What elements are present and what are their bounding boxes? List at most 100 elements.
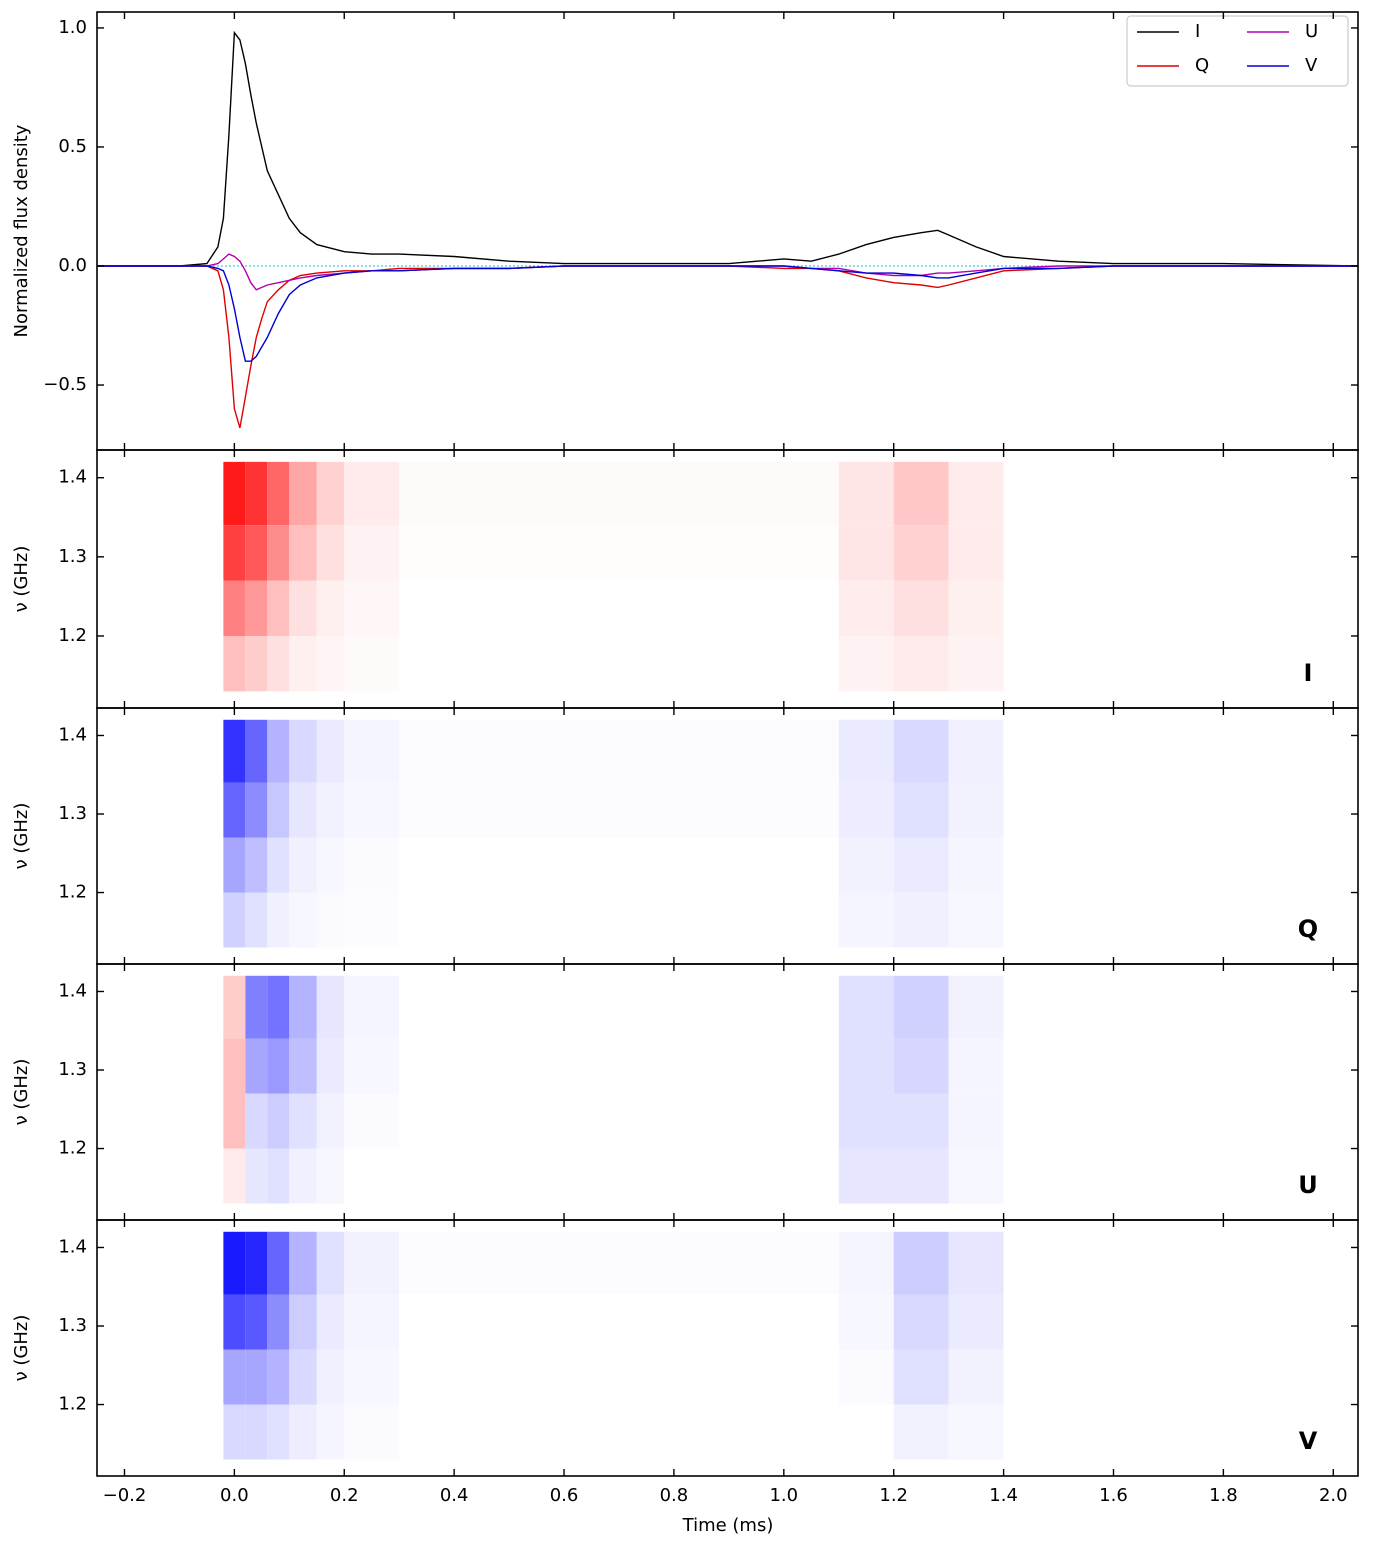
heatmap-cell <box>245 525 268 581</box>
y-tick-label: 1.4 <box>58 467 87 488</box>
heatmap-cell <box>838 975 894 1039</box>
heatmap-cell <box>893 1349 949 1405</box>
heatmap-cell <box>223 1404 246 1460</box>
heatmap-cell <box>102 635 224 692</box>
heatmap-cell <box>289 525 317 581</box>
heatmap-cell <box>344 837 400 893</box>
heatmap-cell <box>344 892 400 948</box>
x-tick-label: 1.0 <box>769 1485 798 1506</box>
series-line <box>97 265 1358 429</box>
heatmap-cell <box>344 719 400 783</box>
heatmap-cell <box>289 1093 317 1149</box>
heatmap-cell <box>344 782 400 838</box>
heatmap-cell <box>316 635 345 692</box>
heatmap-cell <box>289 1038 317 1094</box>
heatmap-cell <box>316 525 345 581</box>
heatmap-cell <box>948 719 1004 783</box>
heatmap-cell <box>316 1404 345 1460</box>
heatmap-cell <box>316 837 345 893</box>
heatmap-cell <box>1003 1404 1356 1460</box>
heatmap-cell <box>344 635 400 692</box>
heatmap-cell <box>223 1294 246 1350</box>
heatmap-cell <box>267 580 290 636</box>
heatmap-cell <box>399 837 839 893</box>
y-tick-label: 1.4 <box>58 724 87 745</box>
heatmap-cell <box>267 975 290 1039</box>
heatmap-cell <box>102 782 224 838</box>
heatmap-cell <box>399 1349 839 1405</box>
heatmap-cell <box>245 782 268 838</box>
heatmap-cell <box>948 837 1004 893</box>
heatmap-cell <box>948 525 1004 581</box>
heatmap-cell <box>316 1093 345 1149</box>
y-axis-label: ν (GHz) <box>11 546 32 613</box>
heatmap-cell <box>316 1231 345 1295</box>
heatmap-cell <box>245 975 268 1039</box>
heatmap-cell <box>289 1148 317 1204</box>
series-line <box>97 253 1358 291</box>
heatmap-cell <box>289 837 317 893</box>
heatmap-cell <box>1003 975 1356 1039</box>
heatmap-cell <box>102 1349 224 1405</box>
heatmap-cell <box>289 461 317 526</box>
heatmap-cell <box>245 1231 268 1295</box>
heatmap-cell <box>289 1404 317 1460</box>
y-tick-label: 0.5 <box>58 136 87 157</box>
heatmap-cell <box>948 580 1004 636</box>
heatmap-cell <box>267 1349 290 1405</box>
heatmap-cell <box>344 1093 400 1149</box>
heatmap-cell <box>399 1404 839 1460</box>
heatmap-cell <box>838 1404 894 1460</box>
x-tick-label: 1.4 <box>989 1485 1018 1506</box>
heatmap-cell <box>893 461 949 526</box>
heatmap-cell <box>102 975 224 1039</box>
x-tick-label: 0.4 <box>440 1485 469 1506</box>
heatmap-cell <box>316 1349 345 1405</box>
heatmap-cell <box>1003 1231 1356 1295</box>
heatmap-cell <box>223 1038 246 1094</box>
heatmap-cell <box>316 461 345 526</box>
heatmap-cell <box>267 1038 290 1094</box>
heatmap-cell <box>267 1148 290 1204</box>
heatmap-cell <box>102 892 224 948</box>
heatmap-cell <box>245 837 268 893</box>
heatmap-cell <box>838 892 894 948</box>
heatmap-cell <box>948 1294 1004 1350</box>
heatmap-cell <box>838 525 894 581</box>
heatmap-cell <box>289 782 317 838</box>
heatmap-cell <box>289 635 317 692</box>
heatmap-cell <box>1003 461 1356 526</box>
x-tick-label: 0.6 <box>550 1485 579 1506</box>
heatmap-cell <box>838 1038 894 1094</box>
heatmap-cell <box>289 719 317 783</box>
y-tick-label: 1.2 <box>58 882 87 903</box>
x-tick-label: 0.8 <box>660 1485 689 1506</box>
heatmap-cell <box>289 580 317 636</box>
heatmap-cell <box>267 525 290 581</box>
heatmap-cell <box>316 892 345 948</box>
heatmap-cell <box>344 1148 400 1204</box>
heatmap-cell <box>893 635 949 692</box>
heatmap-cell <box>1003 1038 1356 1094</box>
y-tick-label: 1.3 <box>58 1315 87 1336</box>
heatmap-cell <box>316 580 345 636</box>
panel-label: V <box>1299 1427 1318 1455</box>
heatmap-cell <box>948 1093 1004 1149</box>
y-tick-label: 1.3 <box>58 1059 87 1080</box>
heatmap-cell <box>223 782 246 838</box>
heatmap-cell <box>948 1231 1004 1295</box>
heatmap-cell <box>316 1148 345 1204</box>
heatmap-cell <box>102 1231 224 1295</box>
heatmap-cell <box>102 719 224 783</box>
heatmap-cell <box>344 975 400 1039</box>
heatmap-cell <box>948 975 1004 1039</box>
heatmap-cell <box>245 580 268 636</box>
axes-frame <box>96 11 1359 451</box>
heatmap-cell <box>344 1404 400 1460</box>
heatmap-cell <box>1003 892 1356 948</box>
heatmap-cell <box>245 892 268 948</box>
panel-label: I <box>1304 659 1313 687</box>
heatmap-cell <box>1003 580 1356 636</box>
heatmap-cell <box>245 1038 268 1094</box>
